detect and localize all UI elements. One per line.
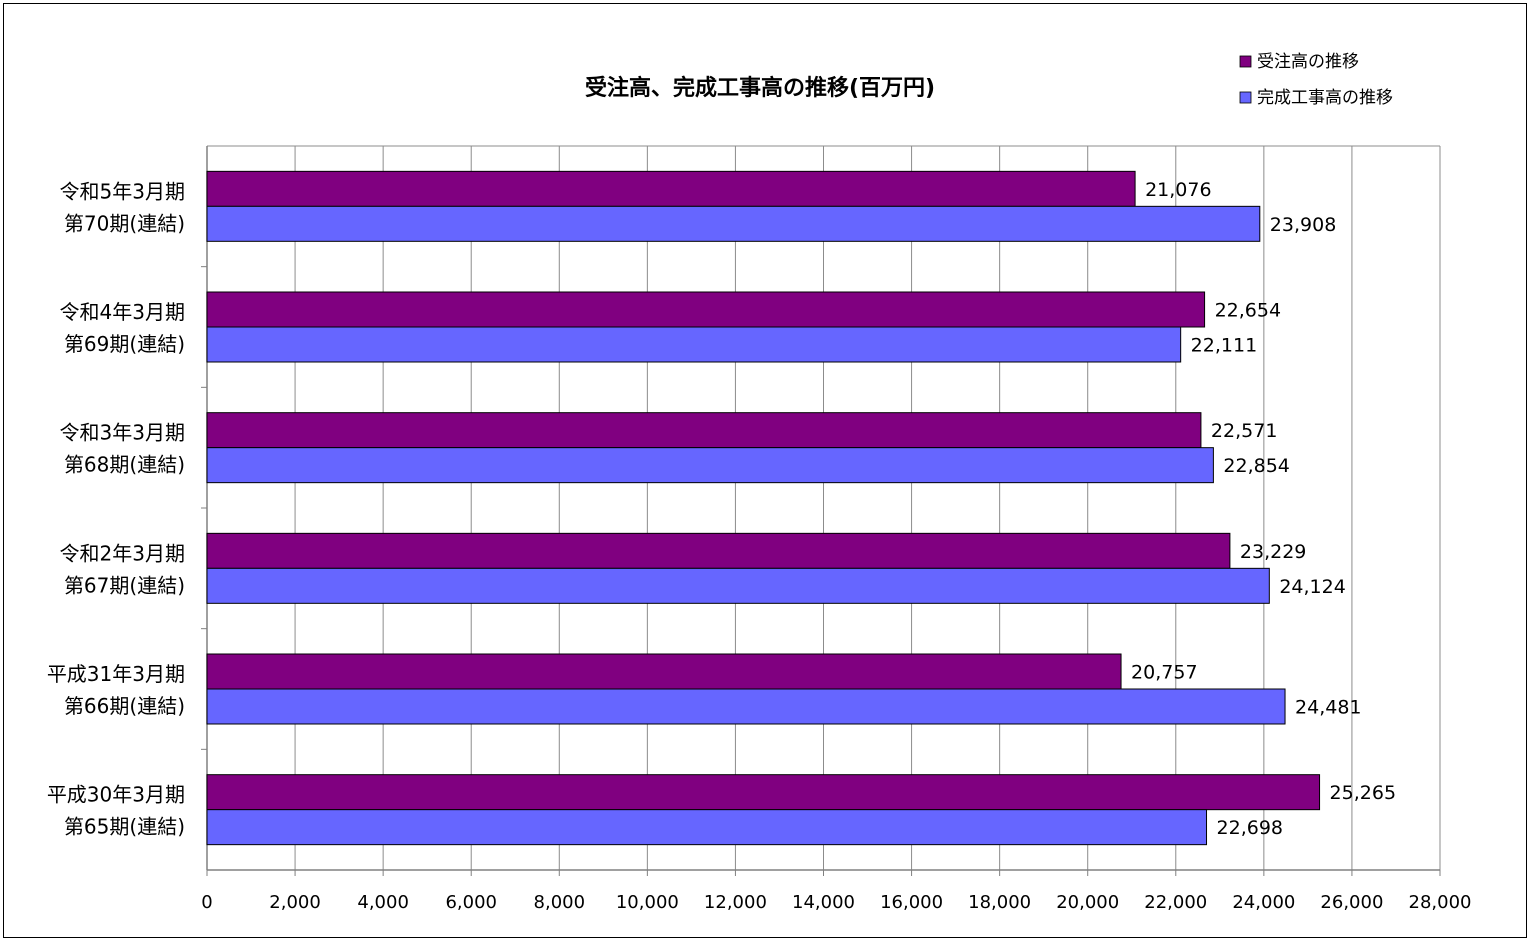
chart-title: 受注高、完成工事高の推移(百万円)	[585, 75, 935, 101]
bar	[206, 412, 1202, 449]
bar	[206, 447, 1214, 484]
category-label-period: 平成30年3月期	[47, 783, 185, 807]
x-tick-label: 10,000	[616, 892, 679, 913]
category-label-period: 令和3年3月期	[60, 421, 185, 445]
bar	[206, 809, 1208, 846]
x-tick-label: 22,000	[1144, 892, 1207, 913]
category-label-term: 第68期(連結)	[64, 453, 185, 477]
category-label-period: 平成31年3月期	[47, 662, 185, 686]
data-label: 22,854	[1223, 455, 1289, 477]
bar	[206, 291, 1206, 328]
category-label-term: 第69期(連結)	[64, 332, 185, 356]
legend-swatch	[1239, 55, 1252, 68]
category-label-period: 令和2年3月期	[60, 541, 185, 565]
bar	[206, 653, 1122, 690]
bar	[206, 688, 1286, 725]
x-tick-label: 24,000	[1232, 892, 1295, 913]
x-tick-label: 20,000	[1056, 892, 1119, 913]
category-label-term: 第67期(連結)	[64, 573, 185, 597]
x-tick-label: 28,000	[1409, 892, 1472, 913]
x-tick-label: 16,000	[880, 892, 943, 913]
data-label: 22,111	[1191, 334, 1257, 356]
x-tick-label: 14,000	[792, 892, 855, 913]
data-label: 24,124	[1279, 576, 1345, 598]
bar	[206, 205, 1261, 242]
category-label-term: 第65期(連結)	[64, 815, 185, 839]
x-tick-label: 26,000	[1320, 892, 1383, 913]
data-label: 24,481	[1295, 696, 1361, 718]
legend-swatch	[1239, 91, 1252, 104]
legend-label: 受注高の推移	[1257, 52, 1359, 72]
data-label: 22,698	[1217, 817, 1283, 839]
data-label: 23,908	[1270, 214, 1336, 236]
data-label: 25,265	[1330, 782, 1396, 804]
bar	[206, 326, 1182, 363]
category-label-period: 令和5年3月期	[60, 179, 185, 203]
category-label-period: 令和4年3月期	[60, 300, 185, 324]
data-label: 22,654	[1215, 300, 1281, 322]
x-tick-label: 8,000	[534, 892, 586, 913]
legend-label: 完成工事高の推移	[1257, 88, 1393, 108]
bar	[206, 170, 1136, 207]
category-label-term: 第66期(連結)	[64, 694, 185, 718]
bar	[206, 532, 1231, 569]
data-label: 22,571	[1211, 420, 1277, 442]
data-label: 20,757	[1131, 662, 1197, 684]
x-tick-label: 0	[201, 892, 212, 913]
category-label-term: 第70期(連結)	[64, 211, 185, 235]
data-label: 21,076	[1145, 179, 1211, 201]
x-tick-label: 12,000	[704, 892, 767, 913]
x-tick-label: 18,000	[968, 892, 1031, 913]
x-tick-label: 4,000	[357, 892, 409, 913]
bar	[206, 774, 1321, 811]
data-label: 23,229	[1240, 541, 1306, 563]
x-tick-label: 2,000	[269, 892, 321, 913]
bar	[206, 567, 1270, 604]
x-tick-label: 6,000	[445, 892, 497, 913]
plot-area: 0 2,000 4,000 6,000 8,000 10,000 12,000 14,000 1…	[47, 145, 1472, 913]
